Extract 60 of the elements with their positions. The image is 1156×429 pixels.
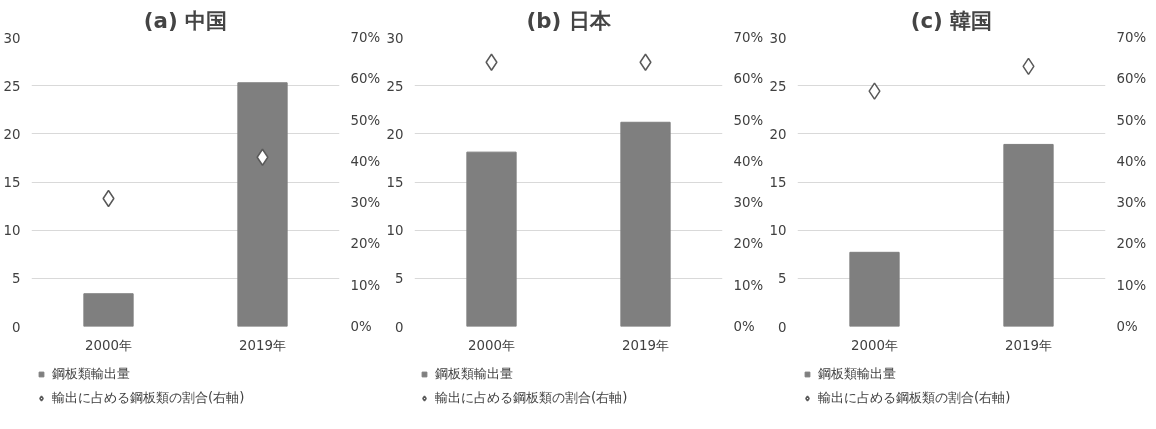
x-tick-label: 2019年: [1005, 337, 1052, 353]
y2-tick-label: 30%: [350, 195, 381, 211]
y2-tick-label: 60%: [1116, 71, 1147, 87]
y2-tick-label: 0%: [350, 319, 372, 334]
y2-tick-label: 50%: [350, 112, 381, 128]
y-tick-label: 0: [395, 319, 404, 335]
y2-tick-label: 20%: [350, 236, 381, 252]
chart-title: (a) 中国: [143, 7, 228, 33]
y-tick-label: 0: [778, 319, 787, 335]
y2-tick-label: 60%: [733, 71, 764, 87]
y-tick-label: 10: [3, 223, 21, 239]
y-tick-label: 10: [769, 223, 787, 239]
x-tick-label: 2019年: [622, 337, 669, 353]
y2-tick-label: 70%: [733, 30, 764, 45]
y2-tick-label: 10%: [1116, 277, 1147, 293]
y-tick-label: 5: [12, 271, 21, 287]
y-tick-label: 25: [769, 78, 787, 94]
legend-label: 輸出に占める鋼板類の割合(右軸): [435, 389, 628, 407]
y2-tick-label: 20%: [733, 236, 764, 252]
y-tick-label: 20: [769, 126, 787, 142]
y2-tick-label: 70%: [350, 30, 381, 45]
y2-tick-label: 10%: [733, 277, 764, 293]
y2-tick-label: 30%: [1116, 195, 1147, 211]
y-tick-label: 15: [3, 175, 21, 190]
legend-label: 鋼板類輸出量: [52, 365, 130, 383]
y-tick-label: 15: [769, 175, 787, 190]
legend-label: 鋼板類輸出量: [435, 365, 513, 383]
chart-title: (c) 韓国: [910, 7, 993, 33]
y-tick-label: 20: [386, 126, 404, 142]
y2-tick-label: 50%: [1116, 112, 1147, 128]
y2-tick-label: 20%: [1116, 236, 1147, 252]
y2-tick-label: 40%: [733, 153, 764, 169]
y2-tick-label: 50%: [733, 112, 764, 128]
x-tick-label: 2000年: [468, 337, 515, 353]
y-tick-label: 15: [386, 175, 404, 190]
legend-label: 鋼板類輸出量: [818, 365, 896, 383]
x-tick-label: 2019年: [239, 337, 286, 353]
y2-tick-label: 60%: [350, 71, 381, 87]
y-tick-label: 30: [769, 30, 787, 46]
y-tick-label: 25: [3, 78, 21, 94]
x-tick-label: 2000年: [85, 337, 132, 353]
y-tick-label: 20: [3, 126, 21, 142]
y-tick-label: 30: [386, 30, 404, 46]
y-tick-label: 0: [12, 319, 21, 335]
y-tick-label: 5: [778, 271, 787, 287]
y-tick-label: 30: [3, 30, 21, 46]
chart-title: (b) 日本: [526, 7, 612, 33]
y2-tick-label: 40%: [350, 153, 381, 169]
y-tick-label: 25: [386, 78, 404, 94]
y2-tick-label: 10%: [350, 277, 381, 293]
x-tick-label: 2000年: [851, 337, 898, 353]
y2-tick-label: 40%: [1116, 153, 1147, 169]
legend-label: 輸出に占める鋼板類の割合(右軸): [52, 389, 245, 407]
y-tick-label: 5: [395, 271, 404, 287]
y2-tick-label: 0%: [1116, 319, 1138, 334]
y2-tick-label: 70%: [1116, 30, 1147, 45]
y-tick-label: 10: [386, 223, 404, 239]
y2-tick-label: 0%: [733, 319, 755, 334]
legend-label: 輸出に占める鋼板類の割合(右軸): [818, 389, 1011, 407]
y2-tick-label: 30%: [733, 195, 764, 211]
